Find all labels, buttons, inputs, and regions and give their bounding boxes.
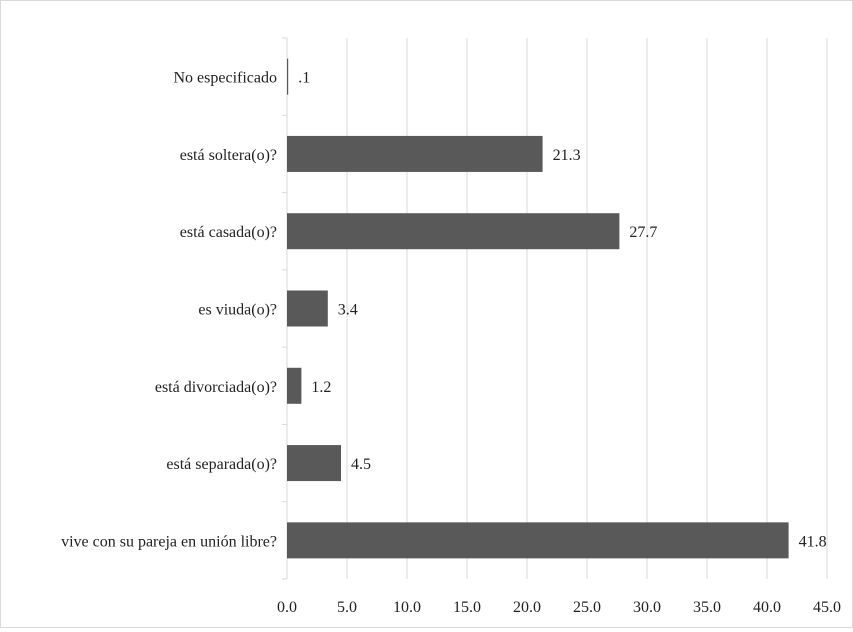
bar: [287, 213, 620, 250]
bar: [287, 367, 302, 404]
category-label: es viuda(o)?: [198, 302, 277, 319]
category-label: vive con su pareja en unión libre?: [61, 533, 277, 550]
data-label: 21.3: [553, 147, 581, 164]
x-tick-label: 10.0: [393, 599, 421, 616]
bar: [287, 522, 789, 559]
labels: 0.0 5.0 10.0 15.0 20.0 25.0 30.0 35.0 40.0 45.0 No…: [61, 70, 841, 616]
x-tick-label: 40.0: [753, 599, 781, 616]
x-tick-label: 0.0: [277, 599, 297, 616]
data-label: 41.8: [799, 533, 827, 550]
category-label: está separada(o)?: [166, 456, 277, 473]
data-label: 3.4: [338, 302, 358, 319]
data-label: .1: [298, 70, 310, 87]
x-tick-label: 30.0: [633, 599, 661, 616]
data-label: 27.7: [629, 224, 657, 241]
gridlines: [346, 38, 828, 579]
bars: [287, 58, 789, 559]
data-label: 1.2: [311, 379, 331, 396]
bar: [287, 290, 328, 327]
bar: [287, 58, 289, 95]
bar: [287, 445, 341, 482]
x-tick-label: 35.0: [693, 599, 721, 616]
category-label: está soltera(o)?: [180, 147, 277, 164]
x-tick-label: 15.0: [453, 599, 481, 616]
data-label: 4.5: [351, 456, 371, 473]
x-tick-label: 5.0: [337, 599, 357, 616]
category-label: está divorciada(o)?: [155, 379, 277, 396]
x-tick-label: 20.0: [513, 599, 541, 616]
bar: [287, 135, 543, 172]
category-axis: [282, 37, 288, 580]
x-tick-label: 45.0: [813, 599, 841, 616]
x-tick-label: 25.0: [573, 599, 601, 616]
category-label: No especificado: [173, 70, 277, 87]
category-label: está casada(o)?: [180, 224, 277, 241]
